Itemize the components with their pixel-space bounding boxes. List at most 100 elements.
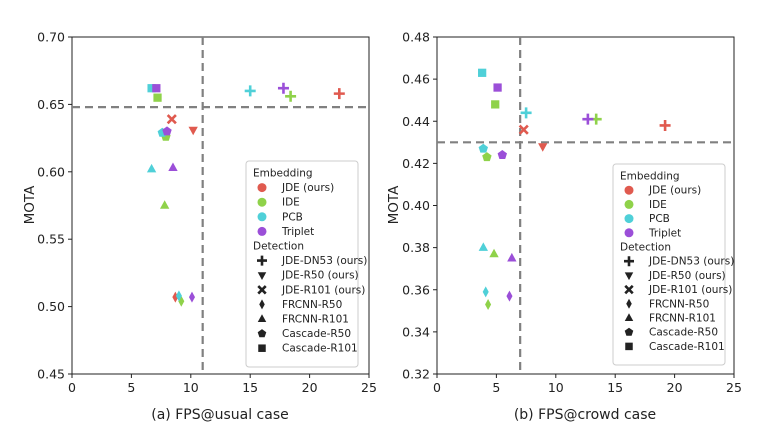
x-tick-label: 10 [183,380,199,395]
data-point-pcb-frcnn-r50 [482,286,489,298]
y-tick-label: 0.45 [37,367,65,382]
legend-swatch-ide [257,197,267,207]
legend: Embedding JDE (ours) IDE PCB Triplet Detectio… [612,163,734,366]
legend-label: JDE-R50 (ours) [648,270,726,282]
data-point-triplet-cascade-r50 [162,126,172,136]
legend-label: JDE-R50 (ours) [281,270,359,282]
legend-swatch-pcb [257,212,267,222]
data-point-pcb-jde-dn53 [520,107,532,119]
data-point-pcb-frcnn-r101 [478,242,489,251]
plot-frame [71,36,370,375]
data-point-pcb-cascade-r101 [147,84,156,93]
legend-label: IDE [282,197,300,209]
legend-label: Cascade-R101 [282,343,358,355]
y-axis-title: MOTA [386,185,402,224]
y-tick-label: 0.48 [402,30,430,45]
legend-marker-jde-dn53 [624,256,634,267]
legend-marker-cascade-r50 [257,329,267,338]
data-points [146,82,345,307]
legend-swatch-pcb [624,214,634,224]
legend: Embedding JDE (ours) IDE PCB Triplet Detectio… [245,160,367,368]
legend-label: FRCNN-R101 [282,314,349,326]
reference-lines [437,37,734,374]
legend-swatch-triplet [624,228,634,238]
y-tick-label: 0.38 [402,240,430,255]
axis-ticks: 0 5 10 15 20 25 0.32 0.34 0.36 0.38 0.40 0.42 0.44 0.… [402,30,742,396]
data-point-pcb-frcnn-r50 [175,290,182,302]
y-tick-label: 0.40 [402,198,430,213]
legend-label: JDE (ours) [648,185,701,197]
legend-label: Triplet [281,226,314,238]
legend-marker-frcnn-r101 [624,313,634,321]
legend-label: JDE-DN53 (ours) [281,255,367,267]
legend-swatch-jde [624,185,634,195]
data-point-ide-cascade-r101 [153,93,162,102]
legend-title-embedding: Embedding [620,171,680,183]
legend-label: JDE-R101 (ours) [281,284,365,296]
x-tick-label: 0 [433,380,441,395]
legend-marker-frcnn-r50 [259,299,265,310]
y-tick-label: 0.46 [402,72,430,87]
x-tick-label: 0 [68,380,76,395]
x-tick-label: 20 [667,380,683,395]
data-points [478,68,671,310]
legend-label: JDE-DN53 (ours) [648,256,734,268]
y-tick-label: 0.55 [37,232,65,247]
data-point-ide-frcnn-r50 [178,295,185,307]
chart-crowd-case: 0 5 10 15 20 25 0.32 0.34 0.36 0.38 0.40 0.42 0.44 0.… [386,30,742,424]
legend-marker-cascade-r101 [258,344,266,352]
x-tick-label: 25 [726,380,742,395]
legend-marker-jde-r50 [257,272,267,280]
legend-label: JDE (ours) [281,182,334,194]
legend-marker-cascade-r50 [624,327,634,336]
legend-label: Cascade-R50 [649,327,718,339]
chart-caption: (a) FPS@usual case [151,407,288,423]
y-tick-label: 0.36 [402,282,430,297]
x-tick-label: 5 [492,380,500,395]
data-point-jde-jde-r50 [538,143,548,152]
data-point-triplet-frcnn-r50 [506,290,513,302]
data-point-triplet-frcnn-r101 [168,162,178,172]
legend-label: IDE [649,199,667,211]
chart-usual-case: 0 5 10 15 20 250.450.500.550.600.650.70 MOTA … [22,30,377,424]
legend-label: FRCNN-R50 [282,299,342,311]
legend-label: Cascade-R50 [282,328,351,340]
x-tick-label: 5 [127,380,135,395]
legend-label: Cascade-R101 [649,341,725,353]
legend-swatch-ide [624,199,634,209]
x-tick-label: 25 [361,380,377,395]
legend-marker-jde-r50 [624,272,634,281]
data-point-ide-frcnn-r101 [489,248,499,258]
legend-title-embedding: Embedding [253,168,313,180]
y-tick-label: 0.65 [37,97,65,112]
legend-label: Triplet [648,227,681,239]
data-point-pcb-cascade-r101 [478,68,487,77]
legend-frame [245,160,359,368]
y-tick-label: 0.70 [37,30,65,45]
legend-swatch-triplet [257,226,267,236]
legend-label: FRCNN-R50 [649,298,709,310]
legend-label: PCB [282,211,303,223]
data-point-jde-jde-dn53 [333,88,345,100]
data-point-triplet-cascade-r50 [497,150,507,159]
reference-lines [72,37,369,374]
data-point-triplet-jde-dn53 [277,82,289,94]
y-tick-label: 0.32 [402,367,430,382]
data-point-pcb-cascade-r50 [478,143,488,153]
x-tick-label: 15 [242,380,258,395]
legend-marker-cascade-r101 [625,342,633,351]
legend-title-detection: Detection [620,242,671,254]
data-point-pcb-jde-dn53 [244,85,256,97]
legend-marker-jde-r101 [624,284,634,295]
legend-marker-jde-dn53 [257,255,267,266]
x-tick-label: 20 [302,380,318,395]
legend-marker-frcnn-r101 [257,314,267,322]
data-point-triplet-jde-dn53 [582,113,594,125]
y-axis-title: MOTA [22,185,38,224]
x-tick-label: 10 [548,380,564,395]
legend-marker-frcnn-r50 [626,298,632,309]
legend-marker-jde-r101 [257,285,267,295]
legend-label: PCB [649,213,670,225]
data-point-ide-cascade-r101 [491,100,500,109]
